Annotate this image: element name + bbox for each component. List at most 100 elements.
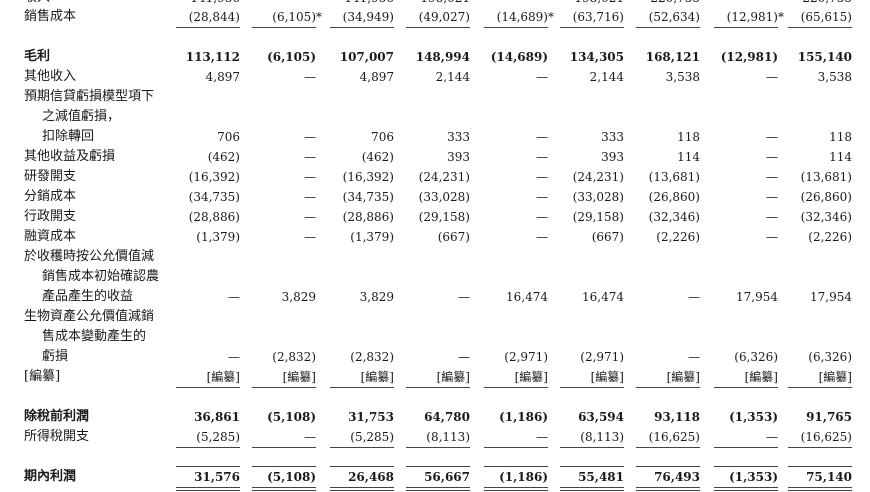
cell-value: [編纂] (744, 370, 778, 384)
value-cell: (34,949) (330, 7, 394, 28)
cell-value: [編纂] (436, 370, 470, 384)
value-cell: (33,028) (560, 187, 624, 207)
value-cell: (34,735) (330, 187, 394, 207)
value-cell: (16,392) (176, 167, 240, 187)
value-cell: 3,829 (330, 287, 394, 307)
total-rule-top (560, 466, 624, 467)
value-cell: (63,716) (560, 7, 624, 28)
value-cell: (34,735) (176, 187, 240, 207)
cell-value: 198,021 (574, 0, 624, 8)
value-cell: — (714, 147, 778, 167)
value-cell: (14,689) * (484, 7, 554, 28)
value-cell: 64,780 (406, 407, 470, 427)
cell-value: 3,538 (665, 70, 700, 84)
cell-value: — (536, 150, 548, 164)
cell-value: (49,027) (418, 10, 470, 24)
row-bio-assets-line2: 售成本變動產生的 (0, 327, 870, 347)
value-cell: (33,028) (406, 187, 470, 207)
cell-value: [編纂] (590, 370, 624, 384)
row-profit-before-tax: 除稅前利潤 36,861 (5,108) 31,753 64,780 (1,186) 63,… (0, 407, 870, 427)
value-cell: (5,108) (252, 407, 316, 427)
cell-value: (2,971) (504, 350, 548, 364)
value-cell: (24,231) (560, 167, 624, 187)
underline (714, 387, 778, 388)
cell-value: 141,956 (190, 0, 240, 8)
value-cell: (12,981) (714, 47, 778, 67)
cell-value: [編纂] (818, 370, 852, 384)
underline (406, 387, 470, 388)
cell-value: (2,226) (656, 230, 700, 244)
value-cell: 220,755 (788, 0, 852, 8)
cell-value: (12,981) * (727, 7, 784, 27)
value-cell: (2,971) (484, 347, 548, 367)
value-cell: (32,346) (788, 207, 852, 227)
value-cell: (29,158) (560, 207, 624, 227)
cell-value: (24,231) (572, 170, 624, 184)
value-cell: 31,753 (330, 407, 394, 427)
cell-value: 220,755 (650, 0, 700, 8)
value-cell: 148,994 (406, 47, 470, 67)
row-ecl-impairment-line1: 預期信貸虧損模型項下 (0, 87, 870, 107)
double-underline (176, 487, 240, 491)
cell-value: (63,716) (572, 10, 624, 24)
row-label: 行政開支 (24, 209, 77, 224)
cell-value: (16,625) (648, 430, 700, 444)
cell-value: (28,886) (342, 210, 394, 224)
value-cell: 2,144 (560, 67, 624, 87)
value-cell: (52,634) (636, 7, 700, 28)
value-cell: [編纂] (560, 367, 624, 388)
underline (560, 387, 624, 388)
value-cell: (16,625) (636, 427, 700, 448)
cell-value: 118 (677, 130, 700, 144)
cell-value: 3,538 (817, 70, 852, 84)
value-cell: — (252, 167, 316, 187)
cell-value: 141,956 (344, 0, 394, 8)
value-cell: (1,379) (176, 227, 240, 247)
value-cell: — (714, 167, 778, 187)
value-cell: (1,353) (714, 407, 778, 427)
cell-value: 706 (371, 130, 394, 144)
cell-value: 26,468 (348, 470, 394, 484)
value-cell: (26,860) (636, 187, 700, 207)
value-cell: — (484, 207, 548, 227)
underline (330, 387, 394, 388)
cell-value: — (304, 130, 316, 144)
cell-value: 3,829 (281, 290, 316, 304)
total-rule-top (176, 466, 240, 467)
cell-value: (6,105) * (272, 7, 322, 27)
value-cell: — (714, 187, 778, 207)
value-cell: (28,886) (330, 207, 394, 227)
cell-value: (14,689) * (497, 7, 554, 27)
cell-value: 333 (601, 130, 624, 144)
value-cell: 63,594 (560, 407, 624, 427)
value-cell: — (176, 287, 240, 307)
row-label: 研發開支 (24, 169, 77, 184)
value-cell: (5,108) (252, 466, 316, 491)
cell-value: — (228, 350, 240, 364)
cell-value: 393 (601, 150, 624, 164)
cell-value: [編纂] (514, 370, 548, 384)
cell-value: 118 (829, 130, 852, 144)
cell-value: (1,186) (499, 470, 548, 484)
cell-value: — (766, 70, 778, 84)
total-rule-top (484, 466, 548, 467)
row-fair-value-gain-line2: 銷售成本初始確認農 (0, 267, 870, 287)
value-cell: 36,861 (176, 407, 240, 427)
cell-value: (33,028) (418, 190, 470, 204)
value-cell: — (714, 127, 778, 147)
cell-value: (6,326) (808, 350, 852, 364)
row-distribution-costs: 分銷成本 (34,735) — (34,735) (33,028) — (33,028) (2… (0, 187, 870, 207)
value-cell: 114 (788, 147, 852, 167)
double-underline (714, 487, 778, 491)
value-cell: (462) (330, 147, 394, 167)
value-cell: (6,105) * (252, 7, 322, 28)
underline (788, 447, 852, 448)
value-cell: 17,954 (714, 287, 778, 307)
cell-value: 2,144 (589, 70, 624, 84)
value-cell: (6,326) (714, 347, 778, 367)
cell-value: (24,231) (418, 170, 470, 184)
value-cell: 56,667 (406, 466, 470, 491)
value-cell: (16,392) (330, 167, 394, 187)
row-cost-of-sales: 銷售成本 (28,844) (6,105) * (34,949) (49,027) (14,… (0, 7, 870, 28)
cell-value: — (688, 290, 700, 304)
